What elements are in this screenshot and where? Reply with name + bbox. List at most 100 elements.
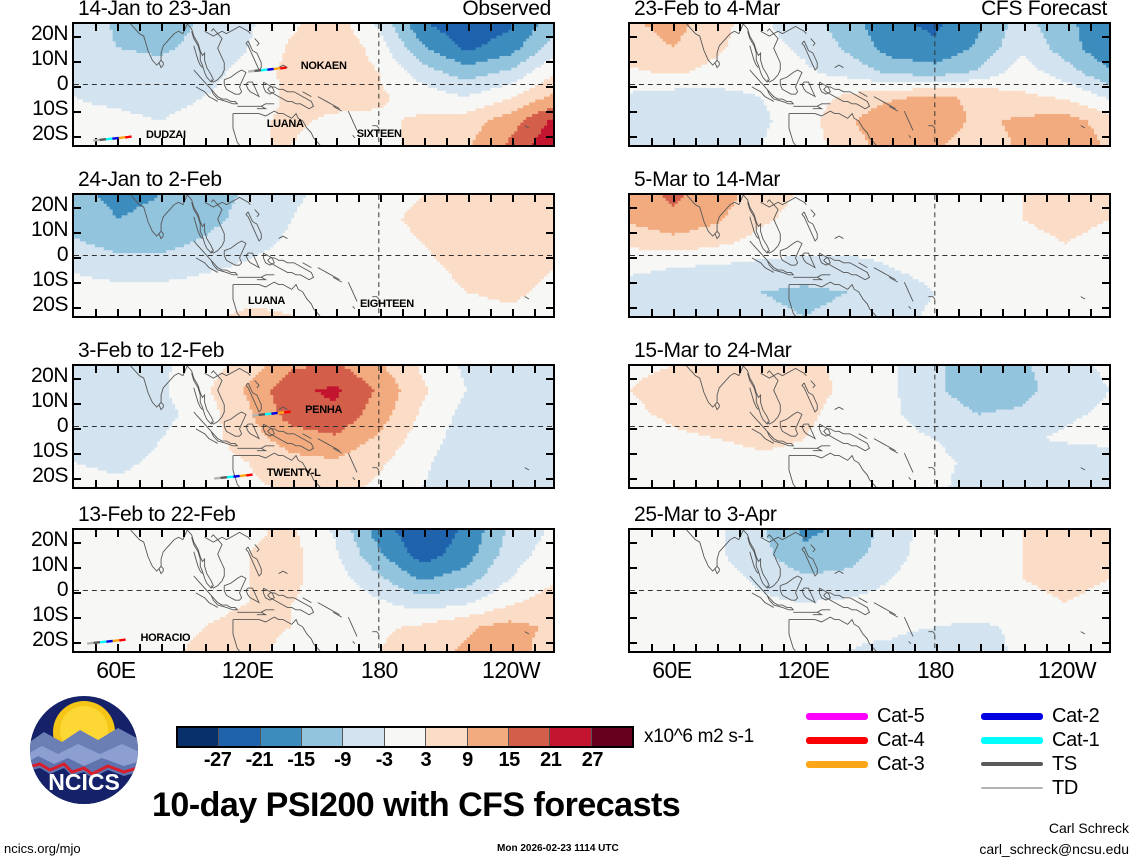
axis-tick: [424, 24, 427, 31]
colorbar-segment: [507, 728, 550, 746]
map-panel: 15-Mar to 24-Mar: [628, 339, 1111, 489]
axis-tick: [892, 644, 895, 651]
axis-tick: [160, 644, 163, 651]
axis-tick: [804, 530, 807, 537]
legend-item: Cat-1: [981, 728, 1100, 752]
axis-tick: [1068, 366, 1071, 373]
axis-tick: [760, 480, 763, 487]
axis-tick: [914, 309, 917, 316]
ncics-logo-text: NCICS: [48, 769, 120, 795]
axis-tick: [182, 24, 185, 31]
axis-tick: [94, 366, 97, 373]
axis-tick: [490, 480, 493, 487]
axis-tick: [546, 452, 553, 455]
axis-tick: [782, 309, 785, 316]
footer-timestamp: Mon 2026-02-23 1114 UTC: [497, 843, 619, 854]
axis-tick: [630, 591, 637, 594]
axis-tick: [738, 24, 741, 31]
axis-tick: [1024, 480, 1027, 487]
map-plot-area: PENHA TWENTY-L: [72, 364, 555, 489]
footer-email[interactable]: carl_schreck@ncsu.edu: [979, 841, 1129, 857]
axis-tick: [1024, 138, 1027, 145]
axis-tick: [546, 306, 553, 309]
axis-tick: [804, 138, 807, 145]
axis-tick: [270, 644, 273, 651]
axis-tick: [314, 309, 317, 316]
axis-tick: [314, 138, 317, 145]
ncics-logo-graphic: NCICS: [30, 696, 138, 804]
axis-tick: [74, 427, 81, 430]
y-axis-tick-label: 0: [57, 578, 69, 602]
axis-tick: [490, 195, 493, 202]
axis-tick: [958, 366, 961, 373]
storm-track-line: [247, 66, 287, 74]
axis-tick: [936, 24, 939, 31]
colorbar-strip: [176, 726, 634, 748]
axis-tick: [1068, 530, 1071, 537]
axis-tick: [336, 366, 339, 373]
axis-tick: [116, 366, 119, 373]
axis-tick: [94, 530, 97, 537]
axis-tick: [402, 644, 405, 651]
colorbar: -27 -21 -15 -9 -3 3 9 15 21 27 x10^6 m2 s-1: [176, 726, 754, 774]
axis-tick: [630, 402, 637, 405]
axis-tick: [672, 530, 675, 537]
axis-tick: [1068, 24, 1071, 31]
axis-tick: [380, 309, 383, 316]
axis-tick: [892, 195, 895, 202]
axis-tick: [204, 309, 207, 316]
legend-item: Cat-5: [806, 704, 925, 728]
axis-tick: [546, 477, 553, 480]
legend-color-swatch: [981, 762, 1043, 766]
axis-tick: [1102, 60, 1109, 63]
axis-tick: [204, 138, 207, 145]
axis-tick: [380, 530, 383, 537]
storm-name-label: PENHA: [305, 404, 342, 416]
x-axis-tick-label: 180: [917, 657, 954, 684]
axis-tick: [892, 309, 895, 316]
colorbar-segment: [259, 728, 302, 746]
axis-tick: [630, 427, 637, 430]
axis-tick: [650, 366, 653, 373]
axis-tick: [270, 309, 273, 316]
axis-tick: [672, 480, 675, 487]
axis-tick: [804, 24, 807, 31]
legend-item-label: Cat-4: [877, 729, 925, 752]
axis-tick: [292, 309, 295, 316]
axis-tick: [826, 138, 829, 145]
axis-tick: [292, 480, 295, 487]
axis-tick: [1002, 480, 1005, 487]
axis-tick: [468, 309, 471, 316]
axis-tick: [1102, 206, 1109, 209]
axis-tick: [716, 138, 719, 145]
footer-site-link[interactable]: ncics.org/mjo: [4, 841, 81, 856]
axis-tick: [1024, 24, 1027, 31]
axis-tick: [716, 309, 719, 316]
axis-tick: [980, 530, 983, 537]
axis-tick: [74, 85, 81, 88]
colorbar-tick-label: -21: [246, 749, 274, 772]
axis-tick: [534, 195, 537, 202]
axis-tick: [74, 452, 81, 455]
axis-tick: [336, 309, 339, 316]
axis-tick: [248, 138, 251, 145]
axis-tick: [314, 530, 317, 537]
storm-name-label: SIXTEEN: [357, 128, 402, 140]
axis-tick: [74, 616, 81, 619]
axis-tick: [512, 366, 515, 373]
axis-tick: [848, 138, 851, 145]
colorbar-segment: [590, 728, 632, 746]
axis-tick: [630, 35, 637, 38]
axis-tick: [1102, 231, 1109, 234]
axis-tick: [1102, 135, 1109, 138]
axis-tick: [226, 24, 229, 31]
axis-tick: [402, 366, 405, 373]
axis-tick: [914, 530, 917, 537]
axis-tick: [358, 480, 361, 487]
axis-tick: [74, 641, 81, 644]
axis-tick: [380, 24, 383, 31]
axis-tick: [138, 530, 141, 537]
axis-tick: [630, 616, 637, 619]
axis-tick: [468, 480, 471, 487]
